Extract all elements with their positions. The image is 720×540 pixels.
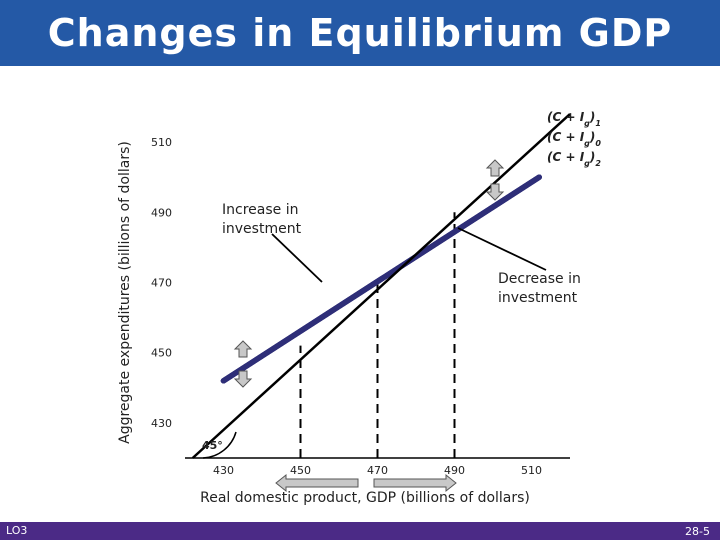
y-tick-label-450: 450 bbox=[151, 347, 172, 360]
y-tick-label-510: 510 bbox=[151, 136, 172, 149]
y-tick-label-430: 430 bbox=[151, 417, 172, 430]
annotation-0-line-0: Increase in bbox=[222, 202, 298, 218]
shift-left-arrow-icon bbox=[275, 473, 359, 493]
y-tick-label-490: 490 bbox=[151, 206, 172, 219]
x-axis-title: Real domestic product, GDP (billions of … bbox=[200, 490, 530, 506]
shift-up-arrow-icon-left bbox=[233, 340, 253, 358]
equilibrium-gdp-chart: 430 450 470 490 510 430 450 470 490 510 Real dome… bbox=[117, 110, 601, 506]
shift-down-arrow-icon-right bbox=[485, 183, 505, 201]
x-tick-label-470: 470 bbox=[367, 464, 388, 477]
x-tick-label-510: 510 bbox=[521, 464, 542, 477]
shift-down-arrow-icon-left bbox=[233, 370, 253, 388]
title-bar: Changes in Equilibrium GDP bbox=[0, 0, 720, 66]
annotation-1-pointer bbox=[457, 227, 547, 271]
angle-label: 45° bbox=[202, 439, 223, 452]
x-tick-label-430: 430 bbox=[213, 464, 234, 477]
angle-arc bbox=[202, 431, 237, 459]
series-line-3 bbox=[220, 174, 542, 384]
y-axis-title: Aggregate expenditures (billions of doll… bbox=[117, 141, 133, 444]
shift-up-arrow-icon-right bbox=[485, 159, 505, 177]
learning-objective-label: LO3 bbox=[6, 524, 28, 537]
series-label-2: (C + Ig)2 bbox=[547, 150, 601, 168]
annotation-0-pointer bbox=[271, 233, 323, 283]
annotation-0-line-1: investment bbox=[222, 221, 302, 237]
slide-number: 28-5 bbox=[685, 525, 710, 538]
y-tick-label-470: 470 bbox=[151, 277, 172, 290]
footer-bar: LO3 28-5 bbox=[0, 522, 720, 540]
x-tick-label-450: 450 bbox=[290, 464, 311, 477]
slide-title: Changes in Equilibrium GDP bbox=[47, 11, 673, 55]
series-45-degree-line bbox=[191, 113, 571, 459]
x-tick-label-490: 490 bbox=[444, 464, 465, 477]
annotation-1-line-1: investment bbox=[498, 290, 578, 306]
shift-right-arrow-icon bbox=[373, 473, 457, 493]
annotation-1-line-0: Decrease in bbox=[498, 271, 581, 287]
series-label-1: (C + Ig)0 bbox=[547, 130, 601, 148]
series-label-0: (C + Ig)1 bbox=[547, 110, 601, 128]
